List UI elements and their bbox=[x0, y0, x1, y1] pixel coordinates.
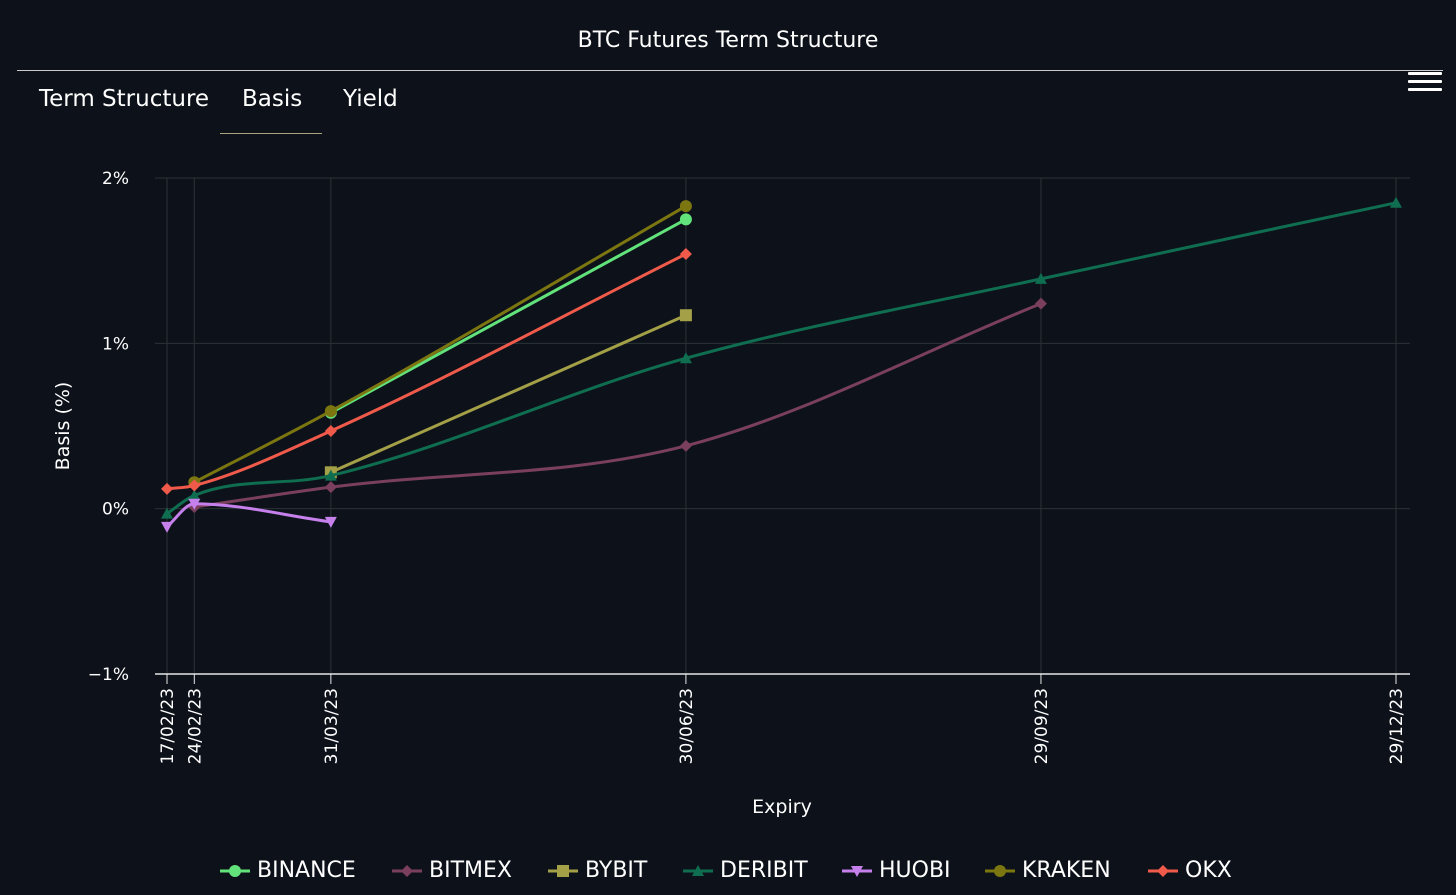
basis-line-chart: −1% 0% 1% 2% 17/02/23 24/02/23 31/03/23 30/06/2… bbox=[52, 169, 1410, 818]
data-point-huobi bbox=[324, 516, 337, 528]
data-point-bybit bbox=[679, 309, 692, 322]
tab-term-structure[interactable]: Term Structure bbox=[39, 86, 210, 112]
x-tick-label: 29/12/23 bbox=[1387, 688, 1407, 764]
legend-marker-bybit bbox=[557, 865, 569, 877]
chart-title: BTC Futures Term Structure bbox=[577, 28, 879, 53]
legend-label-okx: OKX bbox=[1185, 858, 1232, 883]
legend-marker-bitmex bbox=[401, 865, 413, 877]
data-point-okx bbox=[188, 479, 201, 492]
legend-symbol-bitmex bbox=[392, 865, 422, 877]
legend-marker-kraken bbox=[994, 865, 1006, 877]
series-huobi bbox=[161, 498, 337, 533]
y-tick-label: −1% bbox=[88, 665, 129, 685]
x-tick-label: 30/06/23 bbox=[677, 688, 697, 764]
hamburger-menu-icon[interactable] bbox=[1408, 72, 1442, 94]
data-point-deribit bbox=[161, 507, 173, 519]
series-okx bbox=[161, 248, 692, 495]
x-axis-title: Expiry bbox=[752, 796, 812, 818]
series-line-kraken bbox=[192, 204, 688, 484]
legend-marker-binance bbox=[229, 865, 241, 877]
data-point-okx bbox=[161, 482, 173, 495]
legend-symbol-huobi bbox=[842, 866, 872, 877]
series-line-okx bbox=[165, 252, 688, 491]
series-binance bbox=[324, 213, 692, 419]
series-line-huobi bbox=[165, 502, 333, 529]
data-point-huobi bbox=[161, 521, 173, 533]
data-point-deribit bbox=[1390, 196, 1402, 208]
legend-symbol-deribit bbox=[683, 865, 713, 876]
series-line-bybit bbox=[329, 313, 688, 474]
legend-symbol-okx bbox=[1148, 865, 1178, 877]
data-point-kraken bbox=[324, 405, 337, 418]
series-line-bitmex bbox=[192, 302, 1043, 509]
legend-symbol-binance bbox=[220, 865, 250, 877]
x-tick-label: 24/02/23 bbox=[185, 688, 205, 764]
data-point-deribit bbox=[324, 469, 337, 481]
legend-marker-deribit bbox=[692, 865, 704, 876]
legend-label-binance: BINANCE bbox=[257, 858, 356, 883]
legend-label-huobi: HUOBI bbox=[879, 858, 951, 883]
series-line-binance bbox=[329, 217, 688, 415]
x-tick-label: 29/09/23 bbox=[1032, 688, 1052, 764]
y-tick-label: 1% bbox=[102, 334, 129, 354]
legend-label-kraken: KRAKEN bbox=[1022, 858, 1111, 883]
data-point-huobi bbox=[188, 498, 201, 510]
x-tick-label: 31/03/23 bbox=[322, 688, 342, 764]
data-point-bitmex bbox=[679, 439, 692, 452]
data-point-deribit bbox=[679, 352, 692, 364]
series-bitmex bbox=[188, 297, 1047, 514]
data-point-deribit bbox=[1034, 272, 1047, 284]
tab-basis[interactable]: Basis bbox=[242, 86, 303, 112]
series-line-deribit bbox=[165, 201, 1398, 516]
data-point-binance bbox=[679, 213, 692, 226]
series-bybit bbox=[324, 309, 692, 479]
data-point-bitmex bbox=[1034, 297, 1047, 310]
legend-symbol-bybit bbox=[548, 865, 578, 877]
series-kraken bbox=[188, 200, 692, 489]
y-axis-title: Basis (%) bbox=[52, 382, 74, 471]
active-tab-indicator bbox=[220, 133, 322, 134]
legend-marker-okx bbox=[1157, 865, 1169, 877]
data-point-deribit bbox=[188, 489, 201, 501]
legend-label-deribit: DERIBIT bbox=[720, 858, 808, 883]
y-tick-label: 0% bbox=[102, 500, 129, 520]
data-point-okx bbox=[324, 424, 337, 437]
data-point-okx bbox=[679, 248, 692, 261]
x-tick-label: 17/02/23 bbox=[158, 688, 178, 764]
chart-legend: BINANCE BITMEX BYBIT DERIBIT HUOBI KRAKEN OKX bbox=[0, 855, 1456, 887]
series-deribit bbox=[161, 196, 1402, 519]
legend-symbol-kraken bbox=[985, 865, 1015, 877]
title-divider bbox=[17, 70, 1443, 71]
legend-marker-huobi bbox=[851, 866, 863, 877]
data-point-bitmex bbox=[324, 481, 337, 494]
y-tick-label: 2% bbox=[102, 169, 129, 189]
data-point-kraken bbox=[679, 200, 692, 213]
legend-label-bitmex: BITMEX bbox=[429, 858, 512, 883]
tab-yield[interactable]: Yield bbox=[343, 86, 398, 112]
legend-label-bybit: BYBIT bbox=[585, 858, 648, 883]
